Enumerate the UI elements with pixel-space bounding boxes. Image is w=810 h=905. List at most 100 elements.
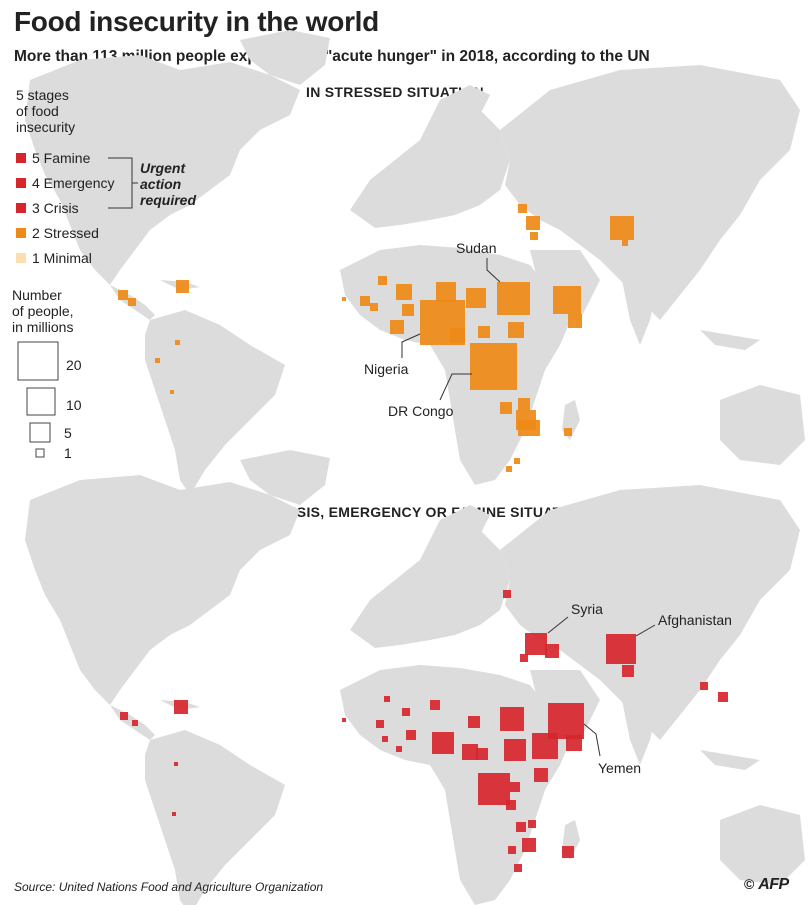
label-nigeria: Nigeria [364, 361, 409, 377]
square-honduras [132, 720, 138, 726]
square-pakistan [622, 665, 634, 677]
square-somalia [566, 735, 582, 751]
square-colombia [175, 340, 180, 345]
label-syria: Syria [571, 601, 603, 617]
square-somalia [568, 314, 582, 328]
legend-urgent-1: Urgent [140, 160, 186, 176]
label-sudan: Sudan [456, 240, 496, 256]
legend-size-box-5 [29, 422, 51, 443]
square-haiti [174, 700, 188, 714]
square-mali [396, 284, 412, 300]
square-zimbabwe [506, 466, 512, 472]
map-crisis [25, 450, 805, 905]
square-pakistan [622, 240, 628, 246]
square-cape-verde [342, 718, 346, 722]
square-south-sudan [504, 739, 526, 761]
square-cameroon [462, 744, 478, 760]
legend-swatch-stressed [16, 228, 26, 238]
square-malawi [514, 458, 520, 464]
afp-logo: AFP [758, 876, 789, 893]
square-haiti [176, 280, 189, 293]
legend-stages-title-3: insecurity [16, 119, 75, 135]
square-zambia [508, 846, 516, 854]
legend-size-label-10: 10 [66, 397, 82, 413]
square-burkina [402, 304, 414, 316]
square-chad [466, 288, 486, 308]
annotations-crisis [547, 616, 656, 757]
legend-swatch-emergency [16, 178, 26, 188]
square-car [476, 748, 488, 760]
label-yemen: Yemen [598, 760, 641, 776]
square-niger [430, 700, 440, 710]
legend-size-label-20: 20 [66, 357, 82, 373]
square-tanzania [516, 822, 526, 832]
legend-size-box-20 [17, 341, 59, 381]
legend-size-box-10 [26, 387, 56, 416]
legend-label-famine: 5 Famine [32, 150, 91, 166]
square-ivory [390, 320, 404, 334]
square-honduras [128, 298, 136, 306]
legend-swatch-minimal [16, 253, 26, 263]
square-kenya [534, 768, 548, 782]
legend-sizes: Number of people, in millions 20 10 5 1 [12, 287, 82, 461]
page-title: Food insecurity in the world [14, 6, 379, 37]
square-madagascar [562, 846, 574, 858]
legend-urgent-bracket [108, 157, 138, 209]
credit: © AFP [744, 876, 789, 894]
square-uganda [500, 402, 512, 414]
copyright-symbol: © [744, 876, 755, 892]
square-turkey [518, 204, 527, 213]
square-south-sudan [508, 322, 524, 338]
legend-urgent-2: action [140, 176, 181, 192]
legend-size-title-3: in millions [12, 319, 73, 335]
square-ethiopia [532, 733, 558, 759]
label-drcongo: DR Congo [388, 403, 454, 419]
square-lebanon [520, 654, 528, 662]
square-sudan [497, 282, 530, 315]
legend-stages-title-2: of food [16, 103, 59, 119]
legend-stages: 5 stages of food insecurity 5 Famine 4 E… [16, 87, 196, 266]
square-myanmar [700, 682, 708, 690]
legend-size-title-2: of people, [12, 303, 74, 319]
square-car [478, 326, 490, 338]
legend-label-emergency: 4 Emergency [32, 175, 114, 191]
square-tanzania [518, 398, 530, 410]
square-chad [468, 716, 480, 728]
square-mozambique [522, 838, 536, 852]
square-zimbabwe [514, 864, 522, 872]
square-iraq [545, 644, 559, 658]
square-peru [172, 812, 176, 816]
square-cameroon [450, 328, 465, 343]
square-bangladesh [718, 692, 728, 702]
square-drcongo [478, 773, 510, 805]
square-mauritania [378, 276, 387, 285]
square-senegal [360, 296, 370, 306]
map-stressed [25, 30, 805, 495]
page-subtitle: More than 113 million people experienced… [14, 48, 650, 65]
square-mozambique [518, 420, 540, 436]
square-mali [402, 708, 410, 716]
square-ivory [396, 746, 402, 752]
panel-label-crisis: IN CRISIS, EMERGENCY OR FAMINE SITUATION… [253, 504, 597, 520]
square-ecuador [155, 358, 160, 363]
square-colombia [174, 762, 178, 766]
legend-urgent-3: required [140, 192, 196, 208]
square-mauritania [384, 696, 390, 702]
source-note: Source: United Nations Food and Agricult… [14, 880, 324, 894]
legend-label-minimal: 1 Minimal [32, 250, 92, 266]
stressed-squares [118, 204, 634, 472]
square-nigeria [432, 732, 454, 754]
crisis-squares [120, 590, 728, 872]
square-syria [525, 633, 547, 655]
legend-swatch-crisis [16, 203, 26, 213]
legend-size-title-1: Number [12, 287, 62, 303]
square-niger [436, 282, 456, 302]
label-afghanistan: Afghanistan [658, 612, 732, 628]
square-sudan [500, 707, 524, 731]
square-iraq [530, 232, 538, 240]
square-malawi [528, 820, 536, 828]
square-afghanistan [606, 634, 636, 664]
square-senegal [376, 720, 384, 728]
panel-label-stressed: IN STRESSED SITUATION [306, 84, 484, 100]
